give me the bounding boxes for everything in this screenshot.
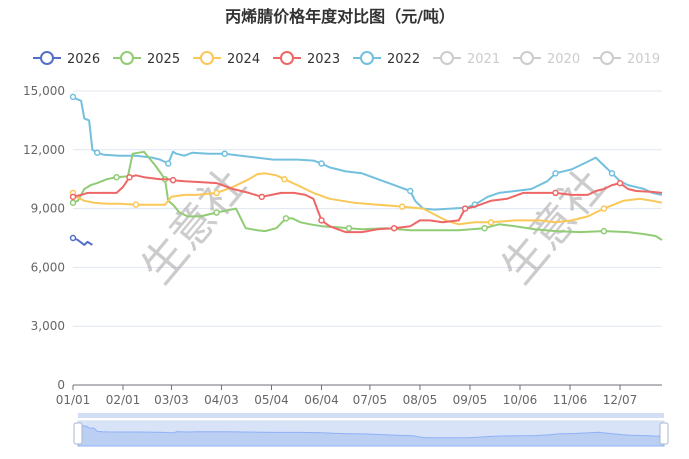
data-point (69, 193, 77, 201)
data-point (398, 203, 406, 210)
y-axis: 0 3,000 6,000 9,000 12,000 15,000 (23, 84, 65, 392)
watermark-left: 生意社 (132, 160, 256, 294)
data-point (113, 173, 120, 181)
data-point (281, 175, 288, 183)
watermarks: 生意社 生意社 (132, 160, 616, 294)
y-tick-label: 6,000 (31, 260, 65, 274)
zoom-preview-area (77, 425, 665, 447)
series-line-2025 (72, 150, 663, 241)
legend-item-2025[interactable]: 2025 (113, 51, 180, 67)
legend-marker (360, 51, 374, 65)
legend-marker (200, 51, 214, 65)
legend-label: 2021 (467, 52, 500, 67)
legend-label: 2022 (387, 52, 420, 67)
series-2026 (69, 234, 93, 246)
data-point (616, 179, 624, 187)
legend-label: 2023 (307, 52, 340, 67)
legend-item-2023[interactable]: 2023 (273, 51, 340, 67)
data-point (407, 187, 414, 195)
y-tick-label: 12,000 (23, 143, 65, 157)
datazoom-slider[interactable] (73, 413, 669, 447)
x-axis: 01/01 02/01 03/03 04/03 05/04 06/04 07/05 08/05… (56, 384, 662, 407)
data-point (221, 150, 228, 157)
legend-label: 2026 (67, 52, 100, 67)
legend-label: 2020 (547, 52, 580, 67)
legend-item-2020[interactable]: 2020 (513, 51, 580, 67)
legend-marker (600, 51, 614, 65)
legend-item-2019[interactable]: 2019 (593, 51, 660, 67)
data-point (126, 173, 133, 181)
zoom-handle-right[interactable] (659, 422, 669, 445)
x-tick-label: 04/03 (204, 393, 239, 407)
series-2024 (69, 172, 663, 226)
x-tick-label: 09/05 (453, 393, 488, 407)
legend-item-2022[interactable]: 2022 (353, 51, 420, 67)
data-point (608, 170, 616, 177)
legend-item-2024[interactable]: 2024 (193, 51, 260, 67)
legend-label: 2024 (227, 52, 260, 67)
legend-label: 2019 (627, 52, 660, 67)
data-point (282, 215, 290, 222)
series-lines (69, 93, 663, 246)
series-2023 (69, 173, 663, 234)
data-point (345, 224, 353, 232)
data-point (69, 234, 77, 242)
x-tick-label: 08/05 (403, 393, 438, 407)
x-tick-label: 10/06 (503, 393, 538, 407)
y-tick-label: 0 (57, 378, 65, 392)
data-point (69, 93, 77, 101)
legend-marker (120, 51, 134, 65)
legend-marker (40, 51, 54, 65)
data-point (461, 205, 469, 212)
data-point (552, 170, 559, 177)
data-point (69, 199, 77, 206)
series-line-2023 (72, 174, 663, 234)
y-tick-label: 15,000 (23, 84, 65, 98)
data-point (213, 209, 220, 216)
y-tick-label: 9,000 (31, 202, 65, 216)
data-point (132, 201, 140, 208)
x-tick-label: 02/01 (106, 393, 141, 407)
legend-marker (280, 51, 294, 65)
data-point (169, 176, 177, 184)
legend-item-2026[interactable]: 2026 (33, 51, 100, 67)
legend-label: 2025 (147, 52, 180, 67)
x-tick-label: 01/01 (56, 393, 91, 407)
zoom-top-bar[interactable] (78, 413, 664, 418)
x-tick-label: 12/07 (603, 393, 638, 407)
x-tick-label: 05/04 (254, 393, 289, 407)
data-point (600, 227, 608, 235)
data-point (487, 219, 495, 226)
chart-title: 丙烯腈价格年度对比图（元/吨） (225, 7, 455, 26)
x-tick-label: 06/04 (304, 393, 339, 407)
grid-lines (73, 90, 662, 327)
watermark-right: 生意社 (492, 160, 616, 294)
y-tick-label: 3,000 (31, 319, 65, 333)
series-line-2026 (72, 237, 93, 246)
data-point (390, 224, 398, 232)
legend-marker (440, 51, 454, 65)
data-point (318, 160, 325, 167)
x-tick-label: 07/05 (353, 393, 388, 407)
data-point (213, 189, 220, 197)
series-line-2024 (72, 172, 663, 226)
data-point (93, 149, 101, 156)
x-tick-label: 11/06 (553, 393, 588, 407)
x-tick-label: 03/03 (154, 393, 189, 407)
data-point (600, 205, 608, 212)
data-point (552, 189, 559, 197)
legend-item-2021[interactable]: 2021 (433, 51, 500, 67)
data-point (481, 224, 488, 232)
data-point (164, 160, 172, 167)
data-point (258, 193, 266, 201)
series-2025 (69, 150, 663, 241)
legend: 2026 2025 2024 2023 2022 2021 2020 2019 (33, 51, 660, 67)
data-point (318, 217, 325, 224)
zoom-handle-left[interactable] (73, 422, 83, 445)
legend-marker (520, 51, 534, 65)
